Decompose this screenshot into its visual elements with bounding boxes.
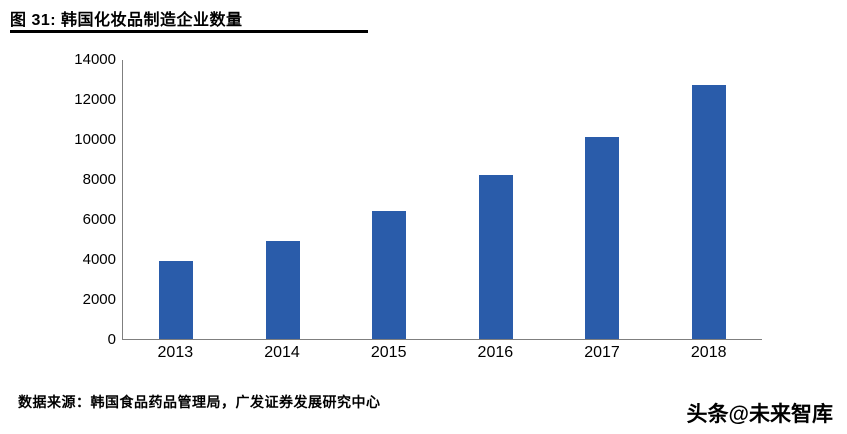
bar-column — [656, 60, 763, 339]
bar-2014 — [265, 241, 300, 339]
y-tick-label: 14000 — [74, 51, 116, 68]
bar-2016 — [478, 175, 513, 339]
y-tick-label: 0 — [107, 331, 116, 348]
bar-2017 — [585, 137, 620, 339]
x-tick-label: 2015 — [370, 344, 407, 361]
bar-2013 — [159, 261, 194, 339]
x-tick-label: 2017 — [584, 344, 620, 361]
x-tick-label: 2016 — [477, 344, 514, 361]
x-tick-label: 2013 — [157, 344, 194, 361]
bar-2018 — [691, 85, 726, 339]
y-tick-label: 2000 — [82, 291, 116, 308]
title-underline — [10, 30, 368, 33]
y-tick-label: 10000 — [74, 131, 116, 148]
figure-title: 图 31: 韩国化妆品制造企业数量 — [10, 12, 243, 29]
y-tick-label: 6000 — [82, 211, 116, 228]
x-tick-label: 2018 — [690, 344, 727, 361]
x-axis: 2013 2014 2015 2016 2017 2018 — [122, 344, 762, 366]
watermark: 头条@未来智库 — [686, 403, 833, 426]
data-source-note: 数据来源：韩国食品药品管理局，广发证券发展研究中心 — [18, 394, 381, 410]
y-tick-label: 4000 — [82, 251, 116, 268]
figure-header: 图 31: 韩国化妆品制造企业数量 — [10, 6, 370, 36]
bar-column — [230, 60, 337, 339]
bar-column — [336, 60, 443, 339]
bar-column — [123, 60, 230, 339]
bar-column — [443, 60, 550, 339]
bar-2015 — [372, 211, 407, 339]
bar-column — [549, 60, 656, 339]
plot-area — [122, 60, 762, 340]
y-axis: 0 2000 4000 6000 8000 10000 12000 14000 — [0, 51, 116, 348]
x-tick-label: 2014 — [264, 344, 300, 361]
y-tick-label: 8000 — [82, 171, 116, 188]
y-tick-label: 12000 — [74, 91, 116, 108]
